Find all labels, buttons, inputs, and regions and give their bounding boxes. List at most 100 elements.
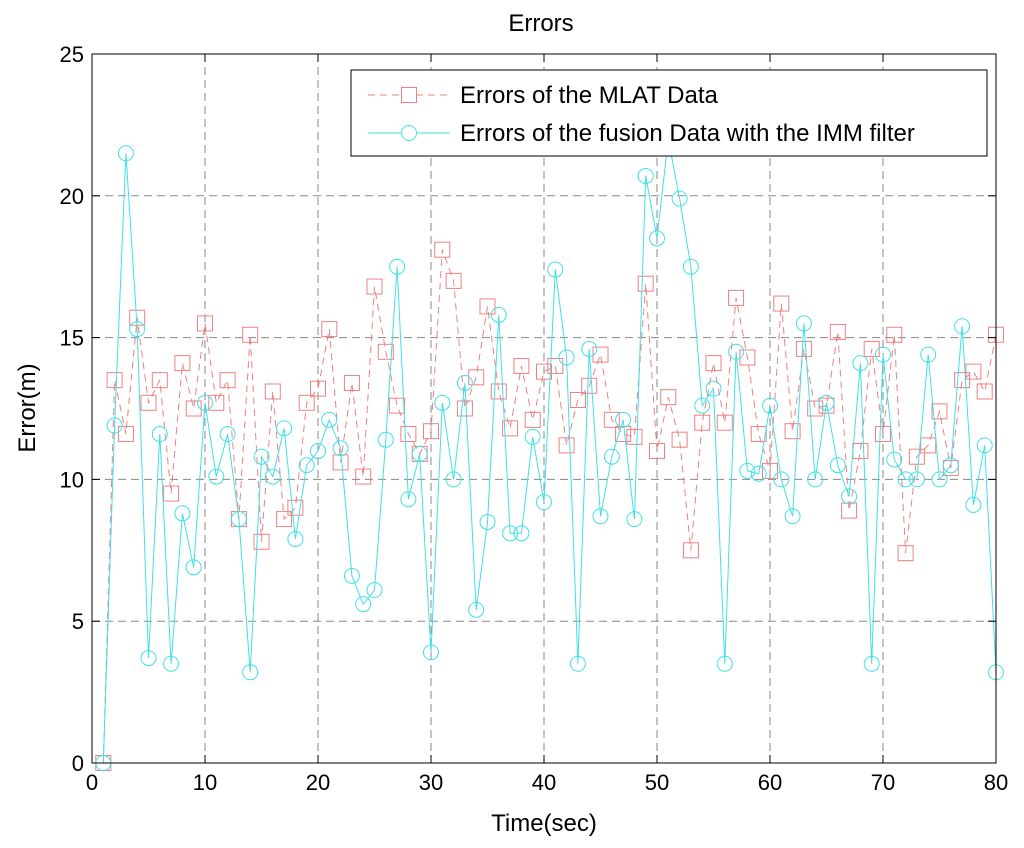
data-point: [728, 289, 745, 306]
data-point: [547, 261, 564, 278]
data-point: [739, 462, 756, 479]
data-point: [445, 471, 462, 488]
data-point: [276, 420, 293, 437]
data-point: [829, 323, 846, 340]
y-tick-label: 20: [60, 184, 84, 209]
data-point: [287, 530, 304, 547]
data-point: [208, 468, 225, 485]
y-tick-label: 10: [60, 467, 84, 492]
data-point: [185, 559, 202, 576]
data-point: [163, 655, 180, 672]
data-point: [490, 306, 507, 323]
data-point: [479, 298, 496, 315]
data-point: [671, 431, 688, 448]
data-point: [716, 655, 733, 672]
data-point: [581, 377, 598, 394]
data-point: [897, 545, 914, 562]
data-point: [626, 511, 643, 528]
data-point: [242, 664, 259, 681]
x-tick-label: 30: [419, 770, 443, 795]
data-point: [603, 411, 620, 428]
data-point: [920, 346, 937, 363]
data-point: [581, 340, 598, 357]
data-point: [841, 502, 858, 519]
legend: Errors of the MLAT Data Errors of the fus…: [350, 69, 988, 157]
data-point: [705, 355, 722, 372]
data-point: [592, 346, 609, 363]
data-point: [536, 494, 552, 511]
data-point: [389, 258, 406, 275]
data-point: [423, 644, 439, 661]
data-point: [954, 318, 971, 335]
data-point: [875, 346, 891, 363]
legend-entry: Errors of the MLAT Data: [368, 82, 719, 109]
data-point: [750, 426, 767, 443]
data-point: [185, 400, 202, 417]
data-point: [117, 426, 134, 443]
data-point: [389, 397, 406, 414]
data-point: [671, 190, 688, 207]
data-point: [174, 505, 191, 522]
data-point: [400, 491, 417, 508]
data-point: [875, 426, 891, 443]
data-point: [502, 525, 519, 542]
x-axis-label: Time(sec): [491, 810, 597, 837]
data-point: [954, 372, 971, 389]
data-point: [863, 340, 880, 357]
data-point: [445, 272, 462, 289]
data-point: [694, 414, 711, 431]
data-point: [377, 343, 394, 360]
data-point: [253, 448, 270, 465]
data-point: [129, 321, 146, 338]
data-point: [818, 394, 835, 411]
data-point: [852, 355, 869, 372]
data-point: [886, 451, 903, 468]
data-point: [660, 389, 677, 406]
data-point: [807, 471, 824, 488]
x-tick-label: 50: [645, 770, 669, 795]
series-2: [95, 131, 1004, 771]
series-line: [102, 249, 997, 764]
data-point: [479, 513, 496, 530]
data-point: [456, 374, 473, 391]
data-point: [965, 496, 982, 513]
data-point: [649, 443, 665, 460]
data-point: [886, 326, 903, 343]
data-point: [682, 542, 699, 559]
data-point: [762, 397, 778, 414]
data-point: [863, 655, 880, 672]
data-point: [197, 315, 213, 332]
data-point: [264, 383, 281, 400]
data-point: [140, 394, 157, 411]
y-tick-label: 5: [72, 609, 84, 634]
data-point: [682, 258, 699, 275]
data-point: [219, 372, 236, 389]
data-point: [298, 457, 315, 474]
data-point: [818, 397, 835, 414]
data-point: [276, 511, 293, 528]
data-point: [615, 426, 632, 443]
data-point: [163, 485, 180, 502]
data-point: [773, 295, 790, 312]
data-point: [310, 380, 326, 397]
data-point: [773, 471, 790, 488]
data-point: [931, 403, 948, 420]
data-point: [942, 457, 959, 474]
data-point: [343, 374, 360, 391]
data-point: [569, 391, 586, 408]
data-point: [784, 423, 801, 440]
data-point: [117, 145, 134, 162]
data-point: [558, 349, 575, 366]
data-point: [468, 369, 485, 386]
data-point: [490, 383, 507, 400]
data-point: [332, 454, 349, 471]
data-point: [626, 428, 643, 445]
data-point: [140, 650, 157, 667]
data-point: [106, 417, 123, 434]
data-point: [253, 533, 270, 550]
y-axis-label: Error(m): [14, 363, 41, 452]
chart-title: Errors: [508, 10, 573, 37]
data-point: [603, 448, 620, 465]
legend-entry: Errors of the fusion Data with the IMM f…: [368, 120, 915, 147]
